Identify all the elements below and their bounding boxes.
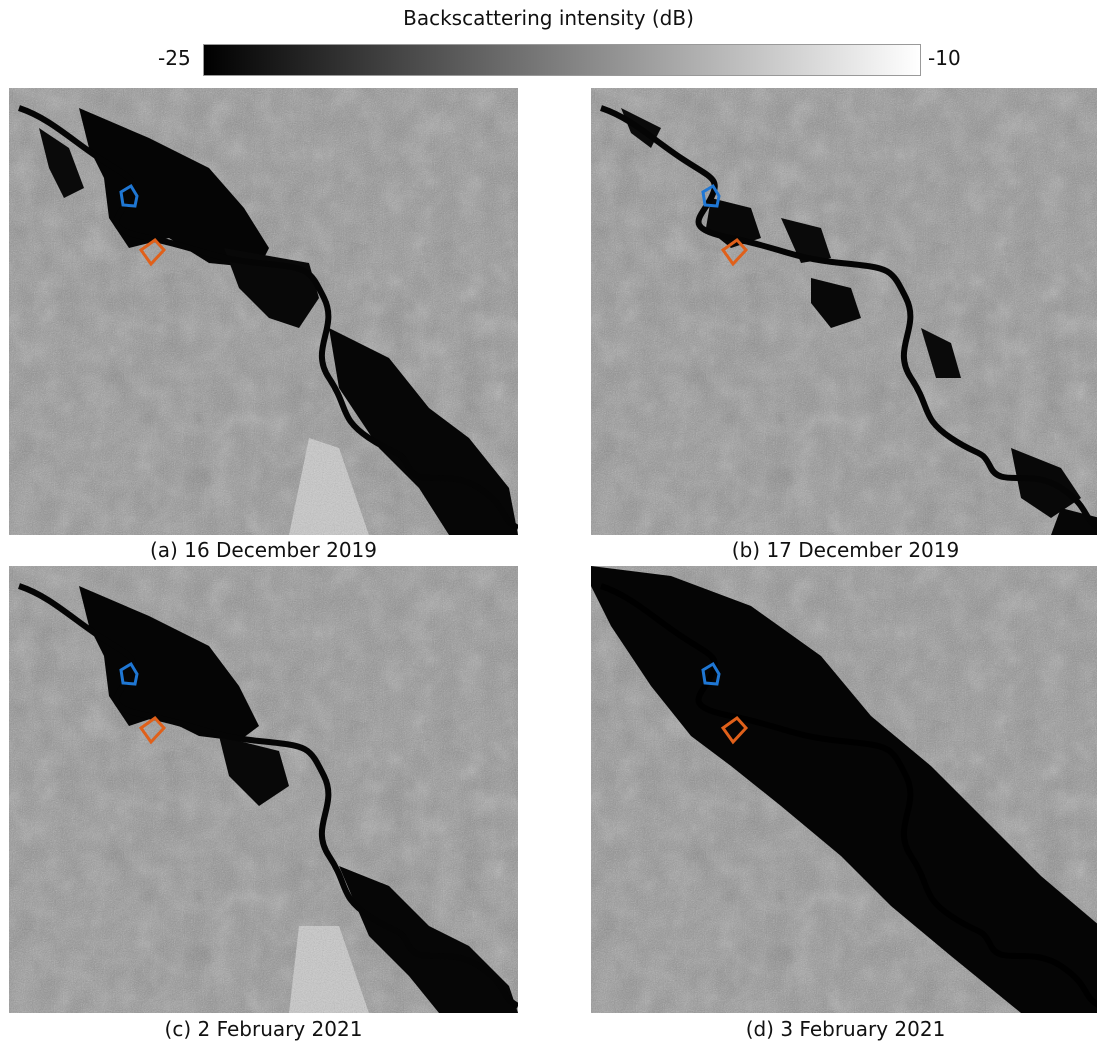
- colorbar-max-label: -10: [928, 46, 961, 70]
- caption-b: (b) 17 December 2019: [731, 538, 960, 562]
- sar-image-c: [9, 566, 518, 1013]
- sar-image-d: [591, 566, 1097, 1013]
- sar-image-b: [591, 88, 1097, 535]
- caption-a: (a) 16 December 2019: [150, 538, 377, 562]
- caption-d: (d) 3 February 2021: [745, 1017, 946, 1041]
- colorbar-title: Backscattering intensity (dB): [403, 6, 694, 30]
- caption-c: (c) 2 February 2021: [164, 1017, 363, 1041]
- colorbar-min-label: -25: [158, 46, 191, 70]
- sar-image-a: [9, 88, 518, 535]
- colorbar: [203, 44, 921, 76]
